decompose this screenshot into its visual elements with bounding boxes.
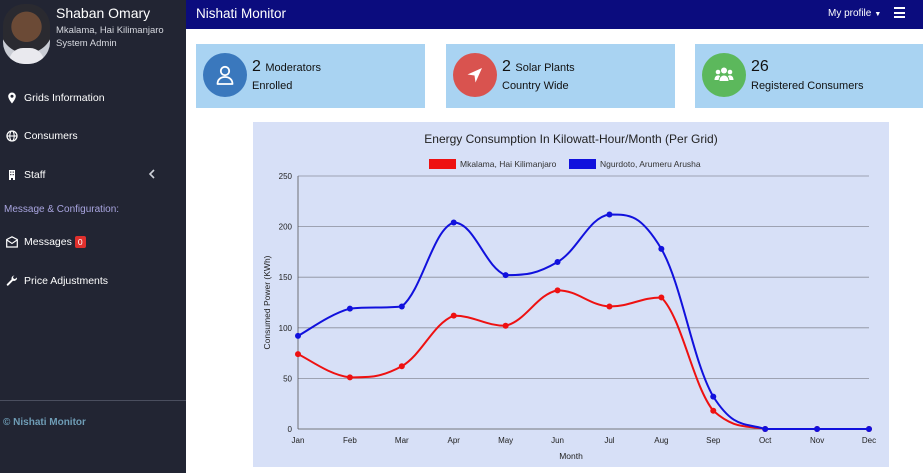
globe-icon bbox=[5, 129, 19, 143]
chart-title: Energy Consumption In Kilowatt-Hour/Mont… bbox=[424, 132, 717, 146]
avatar bbox=[3, 4, 50, 64]
data-point bbox=[762, 426, 769, 432]
legend-swatch bbox=[569, 159, 596, 169]
section-label: Message & Configuration: bbox=[4, 204, 120, 215]
data-point bbox=[606, 303, 613, 310]
x-tick-label: Jan bbox=[292, 436, 305, 445]
data-point bbox=[606, 211, 613, 218]
data-point bbox=[450, 312, 457, 319]
x-tick-label: Nov bbox=[810, 436, 824, 445]
data-point bbox=[658, 294, 665, 301]
x-tick-label: Dec bbox=[862, 436, 876, 445]
sidebar-item-staff[interactable]: Staff bbox=[0, 164, 186, 186]
y-tick-label: 100 bbox=[279, 324, 293, 333]
x-tick-label: Feb bbox=[343, 436, 357, 445]
user-role: System Admin bbox=[56, 38, 117, 49]
data-point bbox=[398, 363, 405, 370]
x-tick-label: Jul bbox=[604, 436, 614, 445]
moderators-count: 2 Moderators bbox=[252, 58, 321, 75]
users-icon bbox=[702, 53, 746, 97]
data-point bbox=[502, 322, 509, 329]
data-point bbox=[658, 245, 665, 252]
sidebar: Shaban Omary Mkalama, Hai Kilimanjaro Sy… bbox=[0, 0, 186, 473]
y-tick-label: 50 bbox=[283, 374, 292, 383]
sidebar-divider bbox=[0, 400, 186, 401]
energy-consumption-chart: Energy Consumption In Kilowatt-Hour/Mont… bbox=[253, 122, 889, 467]
data-point bbox=[814, 426, 821, 432]
my-profile-dropdown[interactable]: My profile ▼ bbox=[828, 8, 881, 19]
legend-label: Ngurdoto, Arumeru Arusha bbox=[600, 159, 701, 169]
data-point bbox=[710, 393, 717, 400]
series-line bbox=[297, 213, 869, 431]
sidebar-item-label: Price Adjustments bbox=[24, 275, 109, 287]
data-point bbox=[502, 272, 509, 279]
data-point bbox=[554, 259, 561, 266]
consumers-card: 26 Registered Consumers bbox=[695, 44, 923, 108]
location-arrow-icon bbox=[453, 53, 497, 97]
user-location: Mkalama, Hai Kilimanjaro bbox=[56, 25, 164, 36]
user-profile: Shaban Omary Mkalama, Hai Kilimanjaro Sy… bbox=[0, 0, 186, 72]
sidebar-item-messages[interactable]: Messages 0 bbox=[0, 231, 186, 253]
sidebar-item-grids-information[interactable]: Grids Information bbox=[0, 87, 186, 109]
chart-svg: Energy Consumption In Kilowatt-Hour/Mont… bbox=[262, 132, 876, 461]
building-icon bbox=[5, 168, 19, 182]
sidebar-item-label: Staff bbox=[24, 169, 46, 181]
solar-plants-card: 2 Solar Plants Country Wide bbox=[446, 44, 675, 108]
chevron-left-icon[interactable] bbox=[148, 169, 158, 181]
moderators-label: Enrolled bbox=[252, 80, 293, 92]
y-tick-label: 250 bbox=[279, 172, 293, 181]
envelope-icon bbox=[5, 235, 19, 249]
caret-down-icon: ▼ bbox=[874, 11, 882, 18]
solar-plants-count: 2 Solar Plants bbox=[502, 58, 575, 75]
x-tick-label: Oct bbox=[759, 436, 772, 445]
data-point bbox=[295, 351, 301, 358]
x-tick-label: Sep bbox=[706, 436, 721, 445]
sidebar-item-consumers[interactable]: Consumers bbox=[0, 125, 186, 147]
hamburger-menu-icon[interactable] bbox=[894, 7, 905, 19]
map-marker-icon bbox=[5, 91, 19, 105]
x-axis-label: Month bbox=[559, 451, 583, 461]
sidebar-item-label: Grids Information bbox=[24, 92, 105, 104]
y-axis-label: Consumed Power (KWh) bbox=[262, 255, 272, 349]
series-line bbox=[297, 289, 869, 431]
x-tick-label: May bbox=[498, 436, 513, 445]
my-profile-label: My profile bbox=[828, 8, 872, 19]
app-title[interactable]: Nishati Monitor bbox=[196, 6, 287, 21]
sidebar-footer: © Nishati Monitor bbox=[3, 417, 86, 428]
data-point bbox=[710, 407, 717, 414]
x-tick-label: Mar bbox=[395, 436, 409, 445]
y-tick-label: 200 bbox=[279, 223, 293, 232]
consumers-count: 26 bbox=[751, 58, 769, 75]
data-point bbox=[346, 374, 353, 381]
sidebar-item-price-adjustments[interactable]: Price Adjustments bbox=[0, 270, 186, 292]
moderators-card: 2 Moderators Enrolled bbox=[196, 44, 425, 108]
data-point bbox=[866, 426, 872, 432]
y-tick-label: 0 bbox=[288, 425, 293, 434]
message-count-badge: 0 bbox=[74, 236, 86, 248]
legend-label: Mkalama, Hai Kilimanjaro bbox=[460, 159, 557, 169]
data-point bbox=[398, 303, 405, 310]
user-icon bbox=[203, 53, 247, 97]
y-tick-label: 150 bbox=[279, 273, 293, 282]
x-tick-label: Apr bbox=[448, 436, 461, 445]
x-tick-label: Jun bbox=[551, 436, 564, 445]
data-point bbox=[346, 305, 353, 312]
data-point bbox=[450, 219, 457, 226]
wrench-icon bbox=[5, 274, 19, 288]
x-tick-label: Aug bbox=[654, 436, 668, 445]
data-point bbox=[554, 287, 561, 294]
consumers-label: Registered Consumers bbox=[751, 80, 864, 92]
user-name: Shaban Omary bbox=[56, 5, 151, 21]
sidebar-item-label: Consumers bbox=[24, 130, 78, 142]
data-point bbox=[295, 332, 301, 339]
sidebar-item-label: Messages bbox=[24, 236, 72, 248]
solar-plants-label: Country Wide bbox=[502, 80, 569, 92]
top-navbar: Nishati Monitor My profile ▼ bbox=[186, 0, 923, 29]
legend-swatch bbox=[429, 159, 456, 169]
